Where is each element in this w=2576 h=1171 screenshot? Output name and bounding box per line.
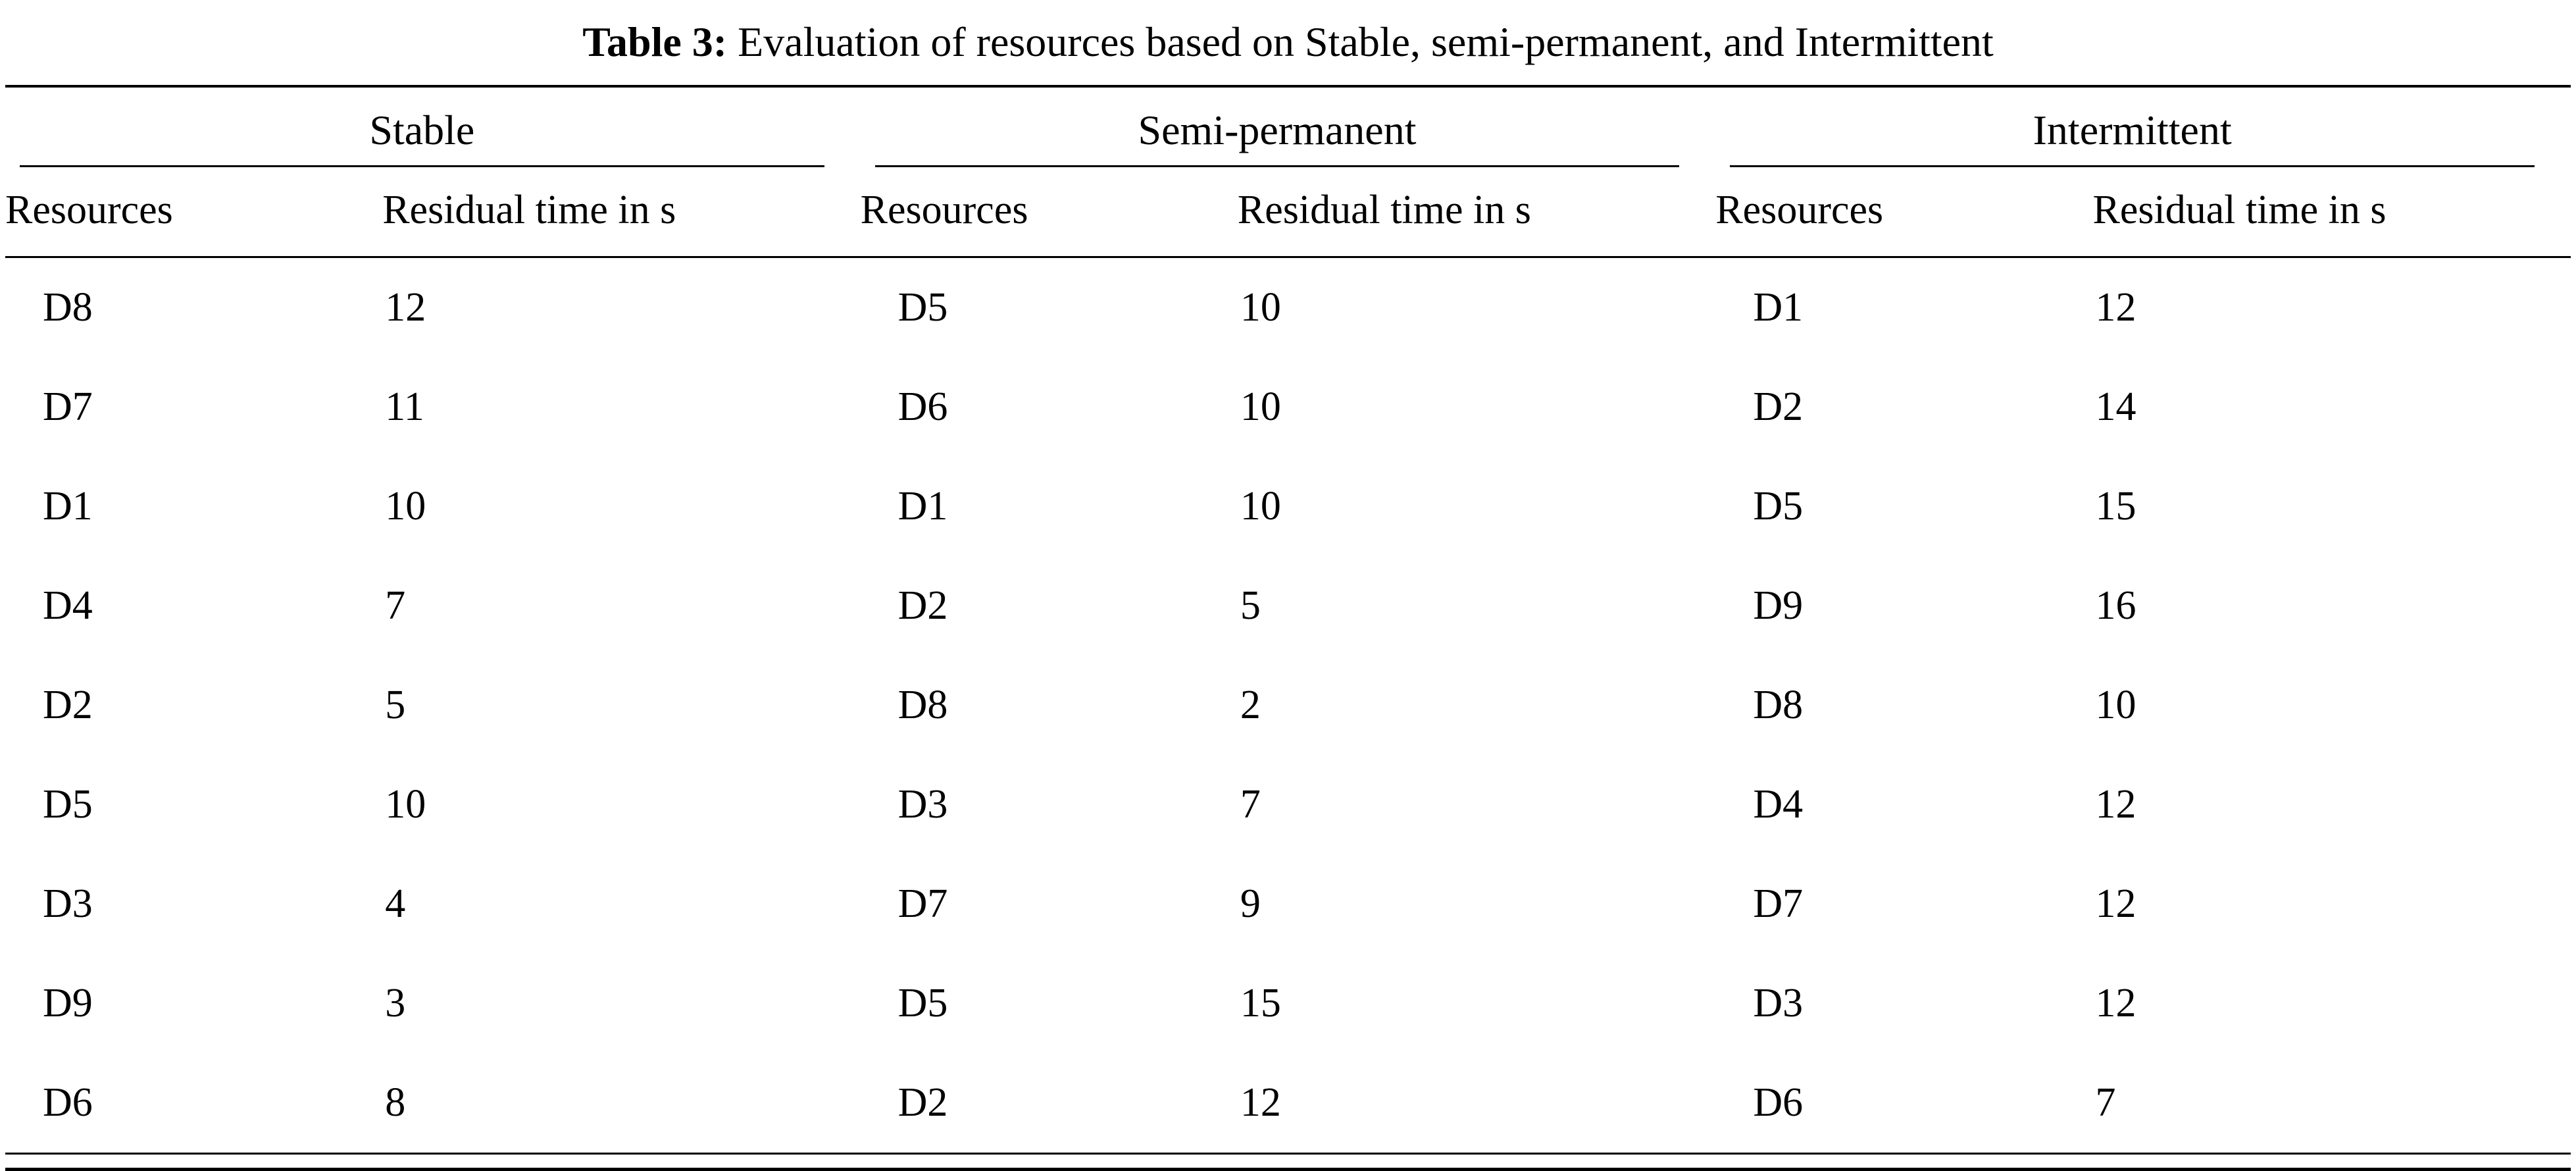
residual-cell: 10 — [2095, 682, 2136, 727]
table-caption-label: Table 3: — [582, 18, 728, 65]
residual-cell: 14 — [2095, 384, 2136, 429]
col-header-residual: Residual time in s — [2092, 167, 2571, 258]
column-header-row: Resources Residual time in s Resources R… — [5, 167, 2571, 258]
resource-cell: D1 — [1753, 284, 1804, 330]
col-header-resources: Resources — [1715, 167, 2093, 258]
residual-cell: 4 — [385, 881, 406, 926]
resource-cell: D3 — [897, 781, 948, 827]
resource-cell: D3 — [1753, 980, 1804, 1026]
resource-cell: D5 — [1753, 483, 1804, 529]
group-header-stable: Stable — [5, 86, 861, 167]
table-body: D8 12 D5 10 D1 12 D7 11 D6 10 D2 14 D1 1… — [5, 257, 2571, 1154]
residual-cell: 12 — [385, 284, 426, 330]
resource-cell: D3 — [43, 881, 93, 926]
table-row: D4 7 D2 5 D9 16 — [5, 556, 2571, 656]
residual-cell: 12 — [1240, 1080, 1281, 1125]
table-row: D8 12 D5 10 D1 12 — [5, 257, 2571, 357]
residual-cell: 8 — [385, 1080, 406, 1125]
table-row: D7 11 D6 10 D2 14 — [5, 357, 2571, 457]
residual-cell: 10 — [385, 781, 426, 827]
table-row: D2 5 D8 2 D8 10 — [5, 656, 2571, 755]
residual-cell: 5 — [385, 682, 406, 727]
residual-cell: 5 — [1240, 583, 1261, 628]
col-header-residual: Residual time in s — [382, 167, 861, 258]
resource-cell: D2 — [897, 1080, 948, 1125]
table-head: Stable Semi-permanent Intermittent Resou… — [5, 86, 2571, 258]
resources-table: Stable Semi-permanent Intermittent Resou… — [5, 84, 2571, 1155]
table-row: D3 4 D7 9 D7 12 — [5, 854, 2571, 954]
resource-cell: D7 — [1753, 881, 1804, 926]
residual-cell: 7 — [2095, 1080, 2116, 1125]
table-caption-text: Evaluation of resources based on Stable,… — [738, 18, 1994, 65]
residual-cell: 12 — [2095, 881, 2136, 926]
resource-cell: D6 — [1753, 1080, 1804, 1125]
table-row: D6 8 D2 12 D6 7 — [5, 1053, 2571, 1154]
residual-cell: 3 — [385, 980, 406, 1026]
residual-cell: 11 — [385, 384, 424, 429]
residual-cell: 10 — [1240, 284, 1281, 330]
resource-cell: D5 — [43, 781, 93, 827]
group-header-intermittent: Intermittent — [1715, 86, 2571, 167]
resource-cell: D4 — [43, 583, 93, 628]
resource-cell: D9 — [1753, 583, 1804, 628]
resource-cell: D7 — [43, 384, 93, 429]
group-header-intermittent-label: Intermittent — [1730, 106, 2535, 167]
table-row: D9 3 D5 15 D3 12 — [5, 954, 2571, 1053]
resource-cell: D1 — [897, 483, 948, 529]
resource-cell: D2 — [897, 583, 948, 628]
residual-cell: 12 — [2095, 980, 2136, 1026]
resource-cell: D8 — [897, 682, 948, 727]
resource-cell: D6 — [897, 384, 948, 429]
residual-cell: 15 — [1240, 980, 1281, 1026]
residual-cell: 16 — [2095, 583, 2136, 628]
residual-cell: 7 — [1240, 781, 1261, 827]
resource-cell: D5 — [897, 980, 948, 1026]
col-header-residual: Residual time in s — [1237, 167, 1716, 258]
resource-cell: D4 — [1753, 781, 1804, 827]
resource-cell: D6 — [43, 1080, 93, 1125]
col-header-resources: Resources — [860, 167, 1238, 258]
resource-cell: D2 — [43, 682, 93, 727]
resource-cell: D9 — [43, 980, 93, 1026]
resource-cell: D8 — [43, 284, 93, 330]
residual-cell: 15 — [2095, 483, 2136, 529]
table-caption: Table 3: Evaluation of resources based o… — [0, 8, 2576, 85]
residual-cell: 12 — [2095, 781, 2136, 827]
table-row: D1 10 D1 10 D5 15 — [5, 457, 2571, 556]
residual-cell: 12 — [2095, 284, 2136, 330]
group-header-semi-permanent-label: Semi-permanent — [874, 106, 1680, 167]
group-header-stable-label: Stable — [20, 106, 824, 167]
resource-cell: D7 — [897, 881, 948, 926]
residual-cell: 2 — [1240, 682, 1261, 727]
residual-cell: 10 — [385, 483, 426, 529]
resource-cell: D1 — [43, 483, 93, 529]
residual-cell: 9 — [1240, 881, 1261, 926]
col-header-resources: Resources — [5, 167, 383, 258]
resource-cell: D8 — [1753, 682, 1804, 727]
resource-cell: D5 — [897, 284, 948, 330]
residual-cell: 7 — [385, 583, 406, 628]
residual-cell: 10 — [1240, 483, 1281, 529]
residual-cell: 10 — [1240, 384, 1281, 429]
group-header-row: Stable Semi-permanent Intermittent — [5, 86, 2571, 167]
group-header-semi-permanent: Semi-permanent — [861, 86, 1716, 167]
page: Table 3: Evaluation of resources based o… — [0, 8, 2576, 1171]
bottom-rule — [5, 1167, 2571, 1171]
table-row: D5 10 D3 7 D4 12 — [5, 755, 2571, 854]
resource-cell: D2 — [1753, 384, 1804, 429]
